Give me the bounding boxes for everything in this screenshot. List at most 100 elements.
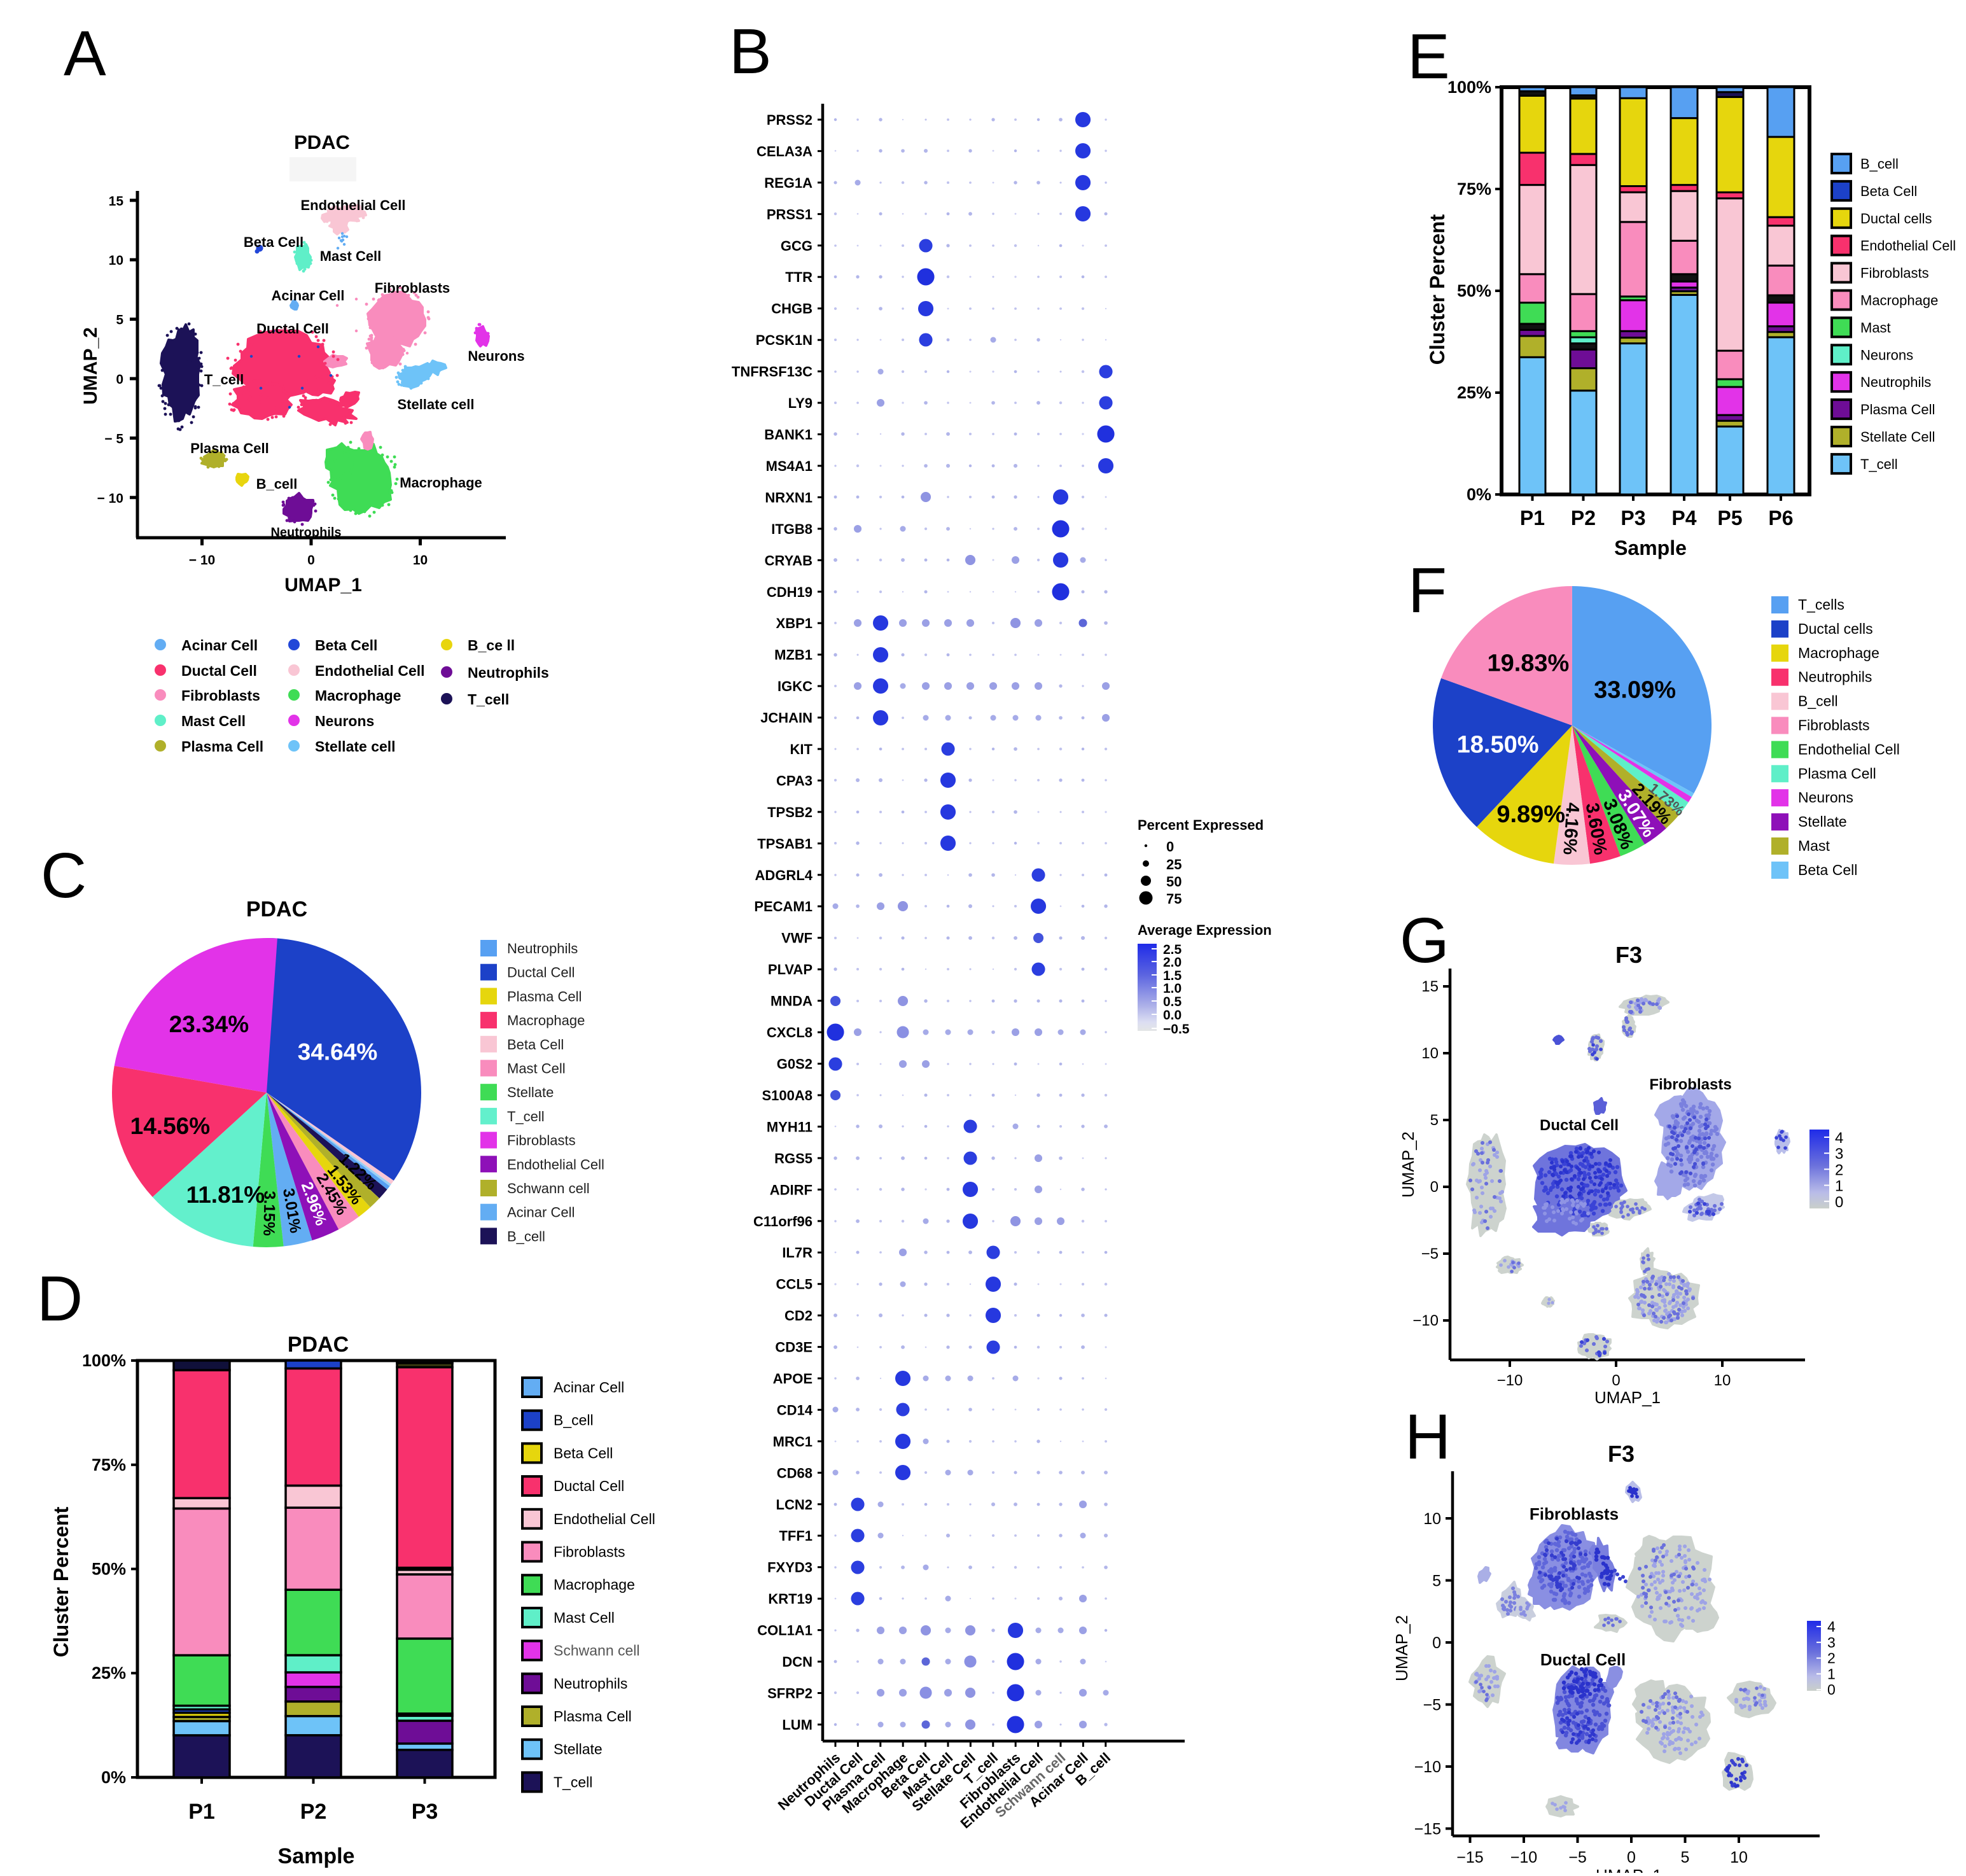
svg-text:P5: P5 <box>1717 507 1742 529</box>
svg-text:18.50%: 18.50% <box>1457 731 1539 758</box>
svg-text:PDAC: PDAC <box>288 1333 349 1357</box>
svg-text:33.09%: 33.09% <box>1594 676 1676 703</box>
svg-text:Ductal Cell: Ductal Cell <box>554 1478 624 1494</box>
svg-text:TPSB2: TPSB2 <box>767 804 812 820</box>
svg-text:CELA3A: CELA3A <box>756 143 812 159</box>
svg-text:−10: −10 <box>1497 1372 1523 1389</box>
svg-text:C11orf96: C11orf96 <box>753 1214 812 1229</box>
svg-text:−5: −5 <box>1568 1849 1587 1866</box>
svg-text:100%: 100% <box>1447 78 1491 97</box>
svg-text:Ductal cells: Ductal cells <box>1798 620 1873 637</box>
svg-text:T_cell: T_cell <box>1860 456 1898 472</box>
svg-text:ADIRF: ADIRF <box>770 1182 812 1198</box>
svg-text:TNFRSF13C: TNFRSF13C <box>732 364 812 380</box>
svg-text:T_cell: T_cell <box>204 372 244 388</box>
svg-text:Beta Cell: Beta Cell <box>507 1037 564 1053</box>
svg-text:Fibroblasts: Fibroblasts <box>1530 1504 1619 1523</box>
svg-text:5: 5 <box>1681 1849 1690 1866</box>
svg-text:P3: P3 <box>412 1800 438 1824</box>
svg-text:MNDA: MNDA <box>770 993 812 1009</box>
svg-text:Endothelial Cell: Endothelial Cell <box>1860 238 1956 254</box>
svg-text:XBP1: XBP1 <box>776 615 812 631</box>
svg-text:Beta Cell: Beta Cell <box>315 637 377 654</box>
svg-text:MZB1: MZB1 <box>774 647 812 663</box>
svg-text:15: 15 <box>1421 978 1439 995</box>
svg-text:Fibroblasts: Fibroblasts <box>181 687 260 704</box>
svg-text:APOE: APOE <box>773 1371 812 1387</box>
svg-text:MS4A1: MS4A1 <box>766 458 812 474</box>
svg-text:Sample: Sample <box>1614 536 1687 559</box>
svg-text:− 5: − 5 <box>104 431 123 446</box>
svg-text:−10: −10 <box>1414 1758 1441 1776</box>
svg-text:PDAC: PDAC <box>294 131 350 153</box>
svg-text:23.34%: 23.34% <box>169 1011 249 1037</box>
svg-text:Plasma Cell: Plasma Cell <box>181 738 263 755</box>
svg-text:Ductal Cell: Ductal Cell <box>256 321 329 337</box>
svg-text:0: 0 <box>1430 1179 1439 1196</box>
svg-text:PECAM1: PECAM1 <box>754 899 812 914</box>
svg-text:MRC1: MRC1 <box>773 1434 812 1450</box>
svg-text:H: H <box>1405 1401 1451 1473</box>
svg-text:1: 1 <box>1827 1665 1836 1682</box>
svg-text:KRT19: KRT19 <box>768 1591 812 1607</box>
svg-text:2.5: 2.5 <box>1163 942 1182 957</box>
svg-text:5: 5 <box>1432 1572 1441 1590</box>
svg-text:Plasma Cell: Plasma Cell <box>554 1708 632 1725</box>
svg-text:19.83%: 19.83% <box>1487 650 1569 677</box>
svg-text:Stellate: Stellate <box>554 1741 603 1758</box>
svg-text:CD68: CD68 <box>777 1465 812 1481</box>
svg-text:5: 5 <box>1430 1112 1439 1129</box>
svg-text:10: 10 <box>1421 1045 1439 1062</box>
svg-text:75: 75 <box>1166 891 1182 907</box>
svg-text:CD2: CD2 <box>784 1308 812 1324</box>
svg-text:FXYD3: FXYD3 <box>767 1560 812 1576</box>
svg-text:Ductal Cell: Ductal Cell <box>1540 1650 1626 1669</box>
svg-text:UMAP_1: UMAP_1 <box>1594 1388 1661 1407</box>
svg-text:G: G <box>1400 905 1449 976</box>
svg-text:PDAC: PDAC <box>246 897 307 921</box>
svg-text:Fibroblasts: Fibroblasts <box>375 280 450 296</box>
svg-text:PRSS2: PRSS2 <box>767 112 812 128</box>
svg-text:B_cell: B_cell <box>1860 156 1899 172</box>
svg-text:UMAP_1: UMAP_1 <box>284 575 362 596</box>
svg-text:Mast Cell: Mast Cell <box>507 1061 566 1077</box>
svg-text:25%: 25% <box>92 1663 126 1683</box>
svg-text:SFRP2: SFRP2 <box>767 1686 812 1702</box>
svg-text:−5: −5 <box>1421 1245 1439 1263</box>
svg-text:15: 15 <box>109 194 124 209</box>
svg-text:G0S2: G0S2 <box>777 1056 812 1072</box>
svg-text:0: 0 <box>307 553 315 568</box>
svg-text:A: A <box>64 18 106 89</box>
svg-text:3.15%: 3.15% <box>260 1191 278 1236</box>
svg-text:Fibroblasts: Fibroblasts <box>1798 717 1869 734</box>
svg-text:Beta Cell: Beta Cell <box>1860 183 1917 199</box>
svg-text:Endothelial Cell: Endothelial Cell <box>1798 741 1900 757</box>
svg-text:BANK1: BANK1 <box>764 427 812 443</box>
svg-text:COL1A1: COL1A1 <box>757 1623 812 1639</box>
svg-text:0: 0 <box>1432 1634 1441 1652</box>
svg-text:50: 50 <box>1166 874 1182 890</box>
svg-text:CDH19: CDH19 <box>767 584 812 600</box>
svg-text:Plasma Cell: Plasma Cell <box>1860 402 1935 417</box>
svg-text:14.56%: 14.56% <box>130 1113 211 1139</box>
svg-text:S100A8: S100A8 <box>762 1088 812 1103</box>
svg-text:Ductal Cell: Ductal Cell <box>507 965 575 981</box>
svg-text:CD14: CD14 <box>777 1402 813 1418</box>
svg-text:F3: F3 <box>1615 942 1642 968</box>
svg-text:9.89%: 9.89% <box>1496 801 1565 828</box>
svg-text:Stellate cell: Stellate cell <box>315 738 396 755</box>
svg-text:Schwann cell: Schwann cell <box>507 1180 590 1196</box>
svg-text:Macrophage: Macrophage <box>315 687 401 704</box>
svg-text:PLVAP: PLVAP <box>768 962 812 977</box>
svg-text:IGKC: IGKC <box>777 678 812 694</box>
svg-text:Beta Cell: Beta Cell <box>1798 862 1857 878</box>
svg-text:Stellate: Stellate <box>507 1084 554 1100</box>
svg-text:Stellate: Stellate <box>1798 813 1847 830</box>
svg-text:CPA3: CPA3 <box>776 773 812 789</box>
svg-text:Neutrophils: Neutrophils <box>1860 374 1931 390</box>
svg-text:JCHAIN: JCHAIN <box>760 710 812 726</box>
svg-text:2: 2 <box>1827 1650 1836 1667</box>
svg-text:P6: P6 <box>1768 507 1793 529</box>
svg-text:Plasma Cell: Plasma Cell <box>190 440 269 456</box>
svg-text:VWF: VWF <box>781 930 812 946</box>
